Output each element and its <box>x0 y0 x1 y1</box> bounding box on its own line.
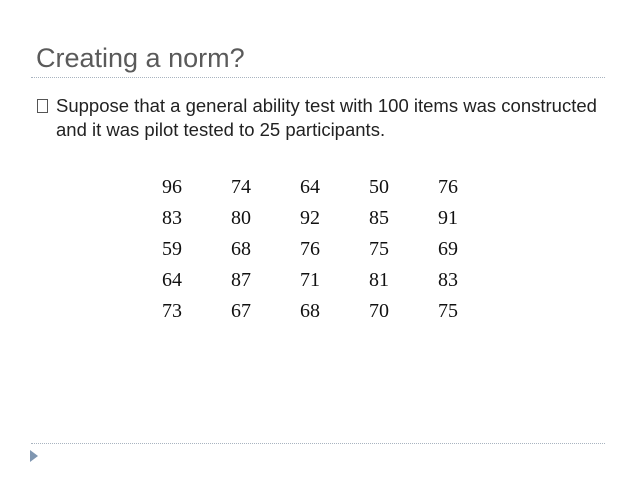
score-cell: 73 <box>162 300 182 322</box>
score-cell: 75 <box>369 238 389 260</box>
scores-table: 96 74 64 50 76 83 80 92 85 91 59 68 76 75 69 64 87 71 81 83… <box>162 172 507 327</box>
table-row: 73 67 68 70 75 <box>162 296 507 327</box>
score-cell: 68 <box>231 238 251 260</box>
score-cell: 85 <box>369 207 389 229</box>
score-cell: 80 <box>231 207 251 229</box>
footer-divider <box>31 443 605 444</box>
score-cell: 96 <box>162 176 182 198</box>
title-divider <box>31 77 605 78</box>
score-cell: 83 <box>438 269 458 291</box>
score-cell: 69 <box>438 238 458 260</box>
score-cell: 87 <box>231 269 251 291</box>
score-cell: 67 <box>231 300 251 322</box>
score-cell: 92 <box>300 207 320 229</box>
table-row: 96 74 64 50 76 <box>162 172 507 203</box>
score-cell: 74 <box>231 176 251 198</box>
square-bullet-icon <box>37 99 48 113</box>
score-cell: 64 <box>162 269 182 291</box>
slide-title: Creating a norm? <box>36 43 245 73</box>
score-cell: 91 <box>438 207 458 229</box>
score-cell: 83 <box>162 207 182 229</box>
score-cell: 76 <box>438 176 458 198</box>
table-row: 83 80 92 85 91 <box>162 203 507 234</box>
score-cell: 64 <box>300 176 320 198</box>
score-cell: 50 <box>369 176 389 198</box>
bullet-text: Suppose that a general ability test with… <box>56 95 597 140</box>
score-cell: 75 <box>438 300 458 322</box>
score-cell: 68 <box>300 300 320 322</box>
table-row: 64 87 71 81 83 <box>162 265 507 296</box>
score-cell: 70 <box>369 300 389 322</box>
score-cell: 71 <box>300 269 320 291</box>
bullet-item: Suppose that a general ability test with… <box>37 94 597 142</box>
score-cell: 76 <box>300 238 320 260</box>
score-cell: 81 <box>369 269 389 291</box>
score-cell: 59 <box>162 238 182 260</box>
next-slide-arrow-icon[interactable] <box>30 450 38 462</box>
table-row: 59 68 76 75 69 <box>162 234 507 265</box>
